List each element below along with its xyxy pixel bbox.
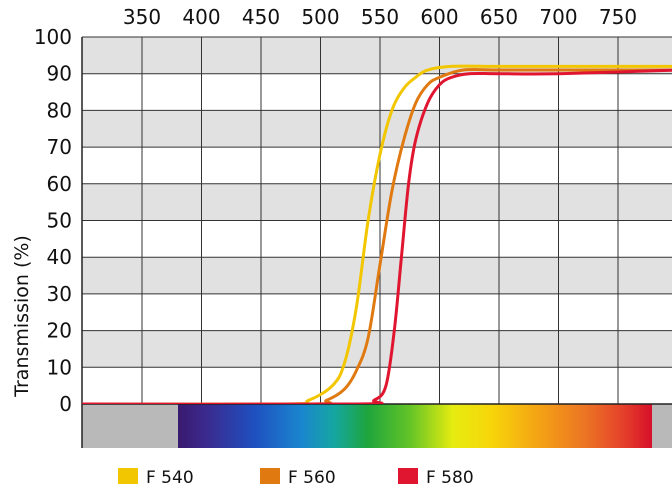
grid-band — [82, 37, 672, 74]
legend-swatch — [398, 468, 418, 484]
x-tick-label: 550 — [361, 5, 399, 29]
y-tick-label: 0 — [59, 392, 72, 416]
spectrum-bar — [82, 404, 672, 448]
legend-swatch — [260, 468, 280, 484]
legend-item: F 560 — [260, 468, 336, 488]
x-tick-label: 400 — [182, 5, 220, 29]
x-tick-label: 450 — [242, 5, 280, 29]
y-tick-label: 100 — [34, 25, 72, 49]
y-tick-label: 30 — [47, 282, 72, 306]
legend-swatch — [118, 468, 138, 484]
y-tick-label: 80 — [47, 98, 72, 122]
y-tick-label: 70 — [47, 135, 72, 159]
y-tick-label: 50 — [47, 209, 72, 233]
y-tick-label: 60 — [47, 172, 72, 196]
series-line — [82, 64, 672, 404]
legend: F 540 F 560 F 580 — [118, 468, 474, 488]
legend-label: F 540 — [146, 468, 194, 488]
grid-band — [82, 330, 672, 368]
y-tick-labels: 0 10 20 30 40 50 60 70 80 90 100 — [34, 25, 72, 416]
grid-band — [82, 183, 672, 221]
spectrum-right-gray — [652, 404, 672, 448]
legend-label: F 580 — [426, 468, 474, 488]
series-lines — [82, 64, 672, 404]
legend-item: F 540 — [118, 468, 194, 488]
plot-frame — [81, 37, 672, 448]
x-tick-label: 750 — [599, 5, 637, 29]
grid-lines — [82, 36, 672, 405]
y-tick-label: 90 — [47, 62, 72, 86]
y-axis-title: Transmission (%) — [11, 235, 33, 398]
series-line — [82, 68, 672, 404]
x-tick-labels: 350 400 450 500 550 600 650 700 750 — [123, 5, 637, 29]
y-tick-label: 10 — [47, 355, 72, 379]
x-tick-label: 600 — [420, 5, 458, 29]
x-tick-label: 650 — [480, 5, 518, 29]
grid-bands — [82, 37, 672, 368]
spectrum-gradient — [178, 404, 652, 448]
x-tick-label: 700 — [539, 5, 577, 29]
series-line — [82, 67, 672, 404]
grid-band — [82, 110, 672, 148]
x-tick-label: 500 — [301, 5, 339, 29]
spectrum-left-gray — [82, 404, 178, 448]
legend-label: F 560 — [288, 468, 336, 488]
x-tick-label: 350 — [123, 5, 161, 29]
y-tick-label: 20 — [47, 319, 72, 343]
legend-item: F 580 — [398, 468, 474, 488]
y-tick-label: 40 — [47, 245, 72, 269]
